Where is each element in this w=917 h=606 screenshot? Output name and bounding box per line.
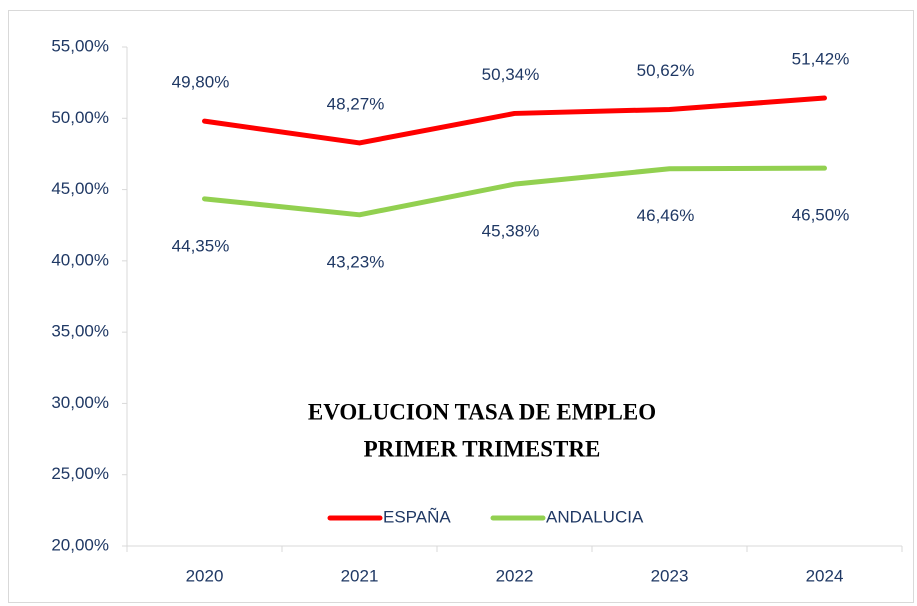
data-label: 50,62% <box>637 61 695 80</box>
legend-label: ESPAÑA <box>383 507 451 526</box>
x-tick-label: 2021 <box>341 566 379 585</box>
y-tick-label: 50,00% <box>51 108 109 127</box>
data-label: 48,27% <box>327 94 385 113</box>
x-tick-label: 2022 <box>496 566 534 585</box>
data-label: 50,34% <box>482 65 540 84</box>
x-tick-label: 2023 <box>651 566 689 585</box>
y-tick-label: 35,00% <box>51 322 109 341</box>
y-tick-label: 20,00% <box>51 535 109 554</box>
series-line <box>202 95 827 146</box>
series-line <box>202 165 827 218</box>
data-label: 51,42% <box>792 50 850 69</box>
y-tick-label: 25,00% <box>51 464 109 483</box>
y-tick-label: 45,00% <box>51 179 109 198</box>
data-label: 49,80% <box>172 73 230 92</box>
data-label: 43,23% <box>327 252 385 271</box>
y-tick-label: 30,00% <box>51 393 109 412</box>
chart-title: EVOLUCION TASA DE EMPLEO <box>308 399 656 424</box>
data-label: 46,50% <box>792 206 850 225</box>
x-tick-label: 2024 <box>806 566 844 585</box>
data-label: 46,46% <box>637 206 695 225</box>
chart-title: PRIMER TRIMESTRE <box>364 436 601 461</box>
x-tick-label: 2020 <box>186 566 224 585</box>
y-tick-label: 55,00% <box>51 36 109 55</box>
data-label: 44,35% <box>172 236 230 255</box>
legend-label: ANDALUCIA <box>546 507 644 526</box>
chart-frame <box>8 10 914 603</box>
y-tick-label: 40,00% <box>51 250 109 269</box>
data-label: 45,38% <box>482 222 540 241</box>
